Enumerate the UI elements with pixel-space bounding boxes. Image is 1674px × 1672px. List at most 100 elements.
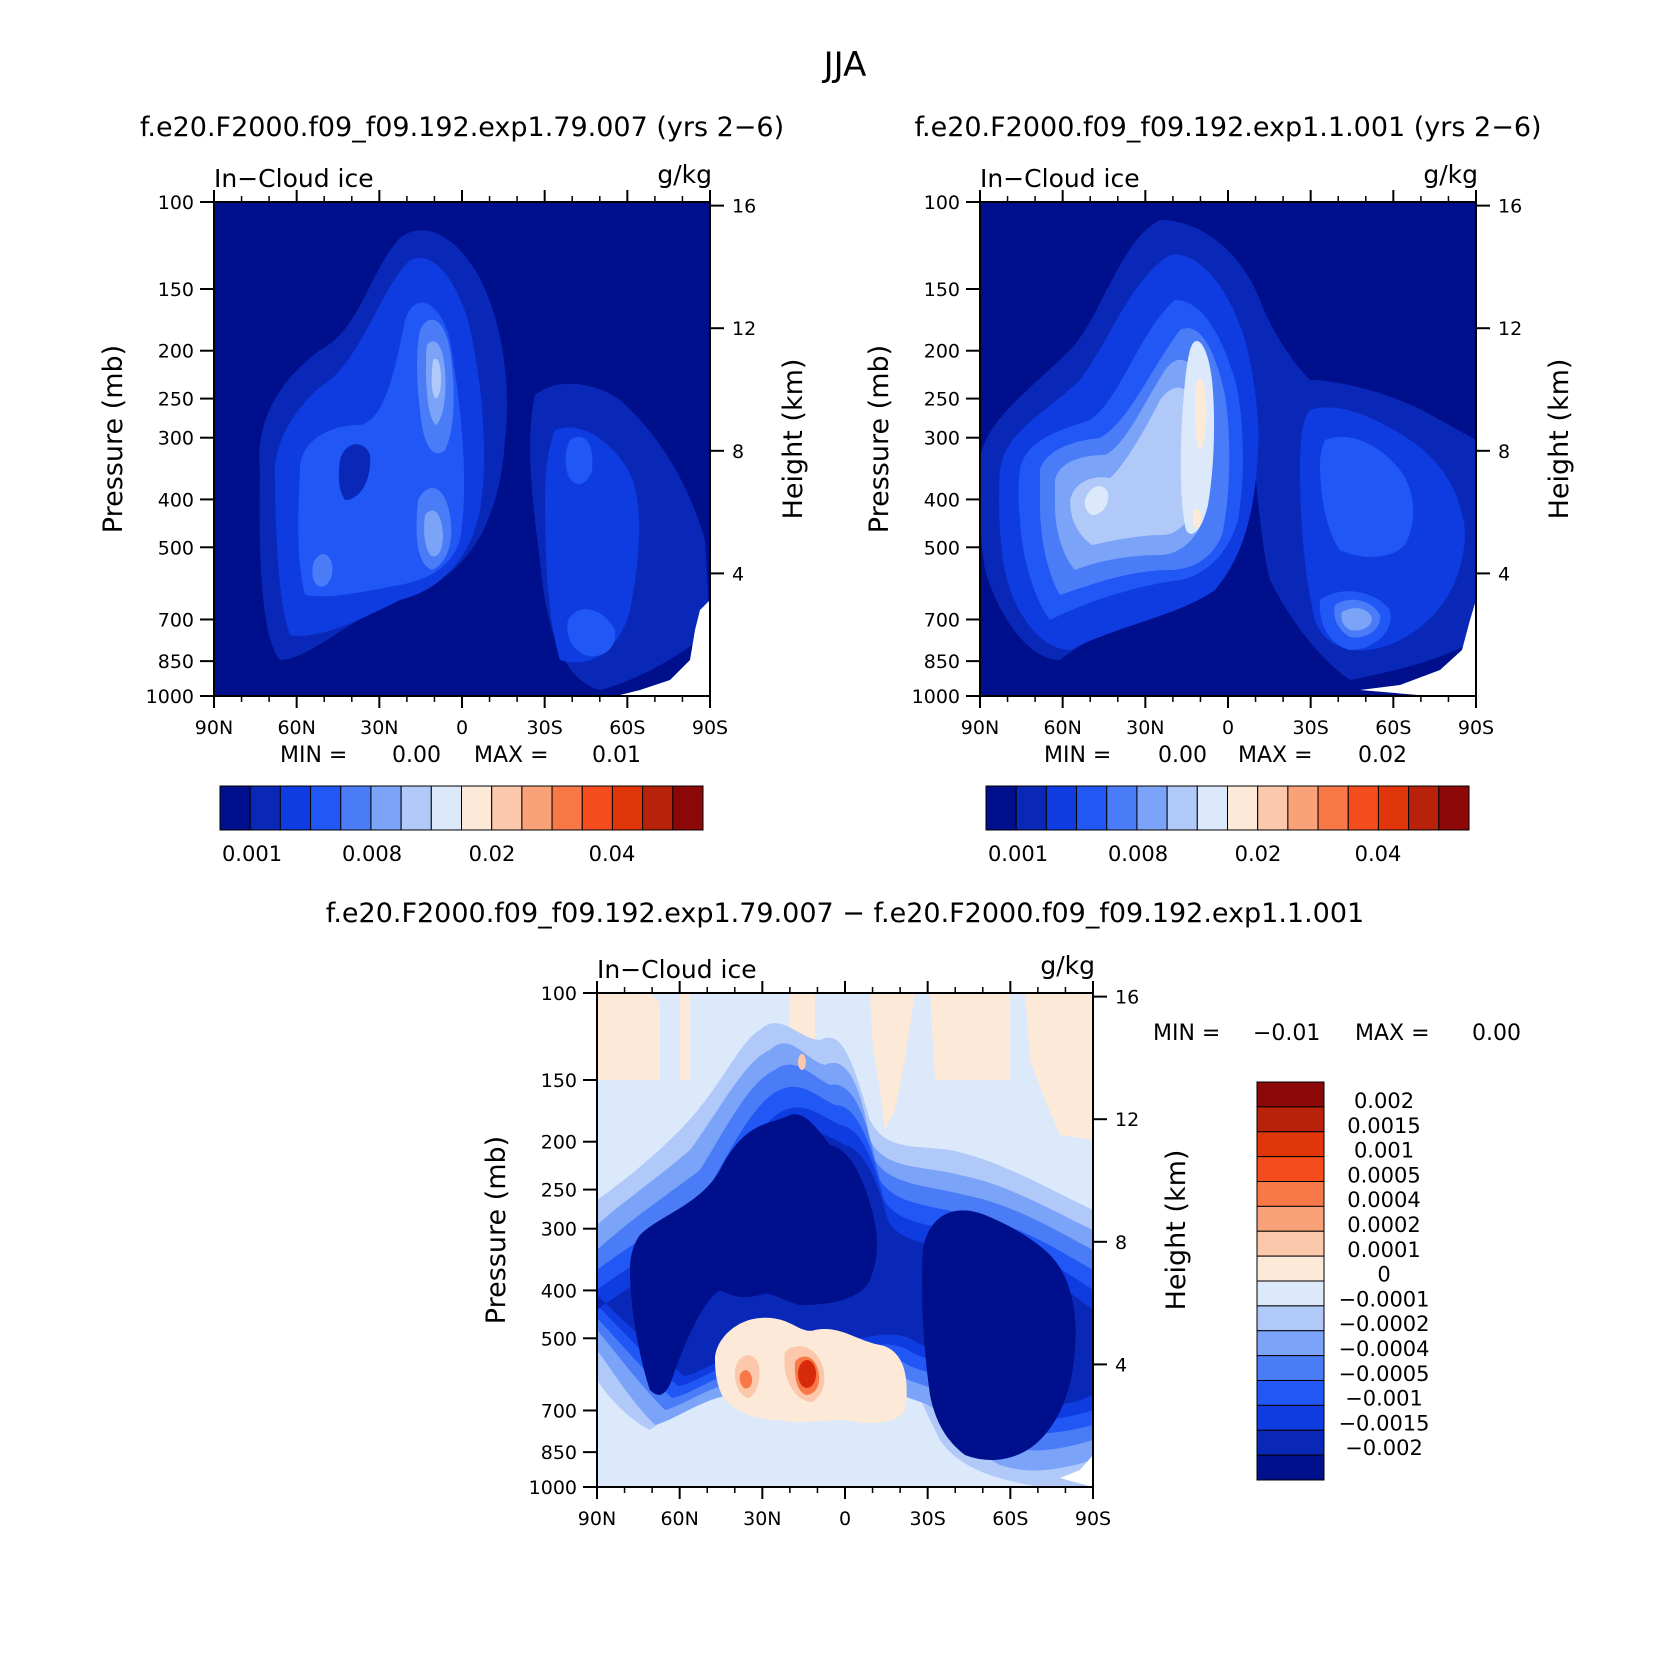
colorbar-1-swatch bbox=[581, 785, 613, 831]
panel-2-colorbar-label-2: 0.008 bbox=[1108, 842, 1168, 866]
panel-1-height-tick-label: 12 bbox=[732, 318, 756, 340]
panel-1-height-tick-label: 8 bbox=[732, 441, 744, 463]
panel-1-max-label: MAX = bbox=[474, 743, 549, 768]
colorbar-3-swatch bbox=[1256, 1230, 1325, 1257]
panel-2-y2-axis-title: Height (km) bbox=[1544, 359, 1575, 520]
panel-1-max-value: 0.01 bbox=[592, 743, 641, 768]
panel-3-positive-upper-right bbox=[1025, 993, 1093, 1140]
panel-1-pressure-tick-label: 850 bbox=[158, 651, 194, 673]
panel-2-height-tick-label: 16 bbox=[1498, 196, 1522, 218]
panel-3-field-label: In−Cloud ice bbox=[597, 955, 757, 984]
colorbar-2-swatch bbox=[1015, 785, 1047, 831]
panel-2-pressure-tick-label: 850 bbox=[924, 651, 960, 673]
colorbar-2-swatch bbox=[1196, 785, 1228, 831]
panel-1-pressure-tick-label: 500 bbox=[158, 537, 194, 559]
panel-2-lat-tick-label: 60S bbox=[1375, 717, 1411, 739]
colorbar-1-swatch bbox=[310, 785, 342, 831]
colorbar-1-swatch bbox=[672, 785, 704, 831]
panel-3-y-axis-title: Pressure (mb) bbox=[481, 1136, 512, 1324]
panel-1-contour-dark-patch bbox=[338, 444, 371, 500]
panel-1-pressure-tick-label: 100 bbox=[158, 192, 194, 214]
panel-3-negative-core-left bbox=[630, 1114, 878, 1395]
panel-1-colorbar-label-2: 0.008 bbox=[342, 842, 402, 866]
panel-1-contour-level-6 bbox=[431, 358, 441, 399]
panel-2-colorbar-label-4: 0.04 bbox=[1355, 842, 1402, 866]
panel-3-positive-level-3 bbox=[739, 1356, 820, 1395]
colorbar-3-swatch bbox=[1256, 1106, 1325, 1133]
panel-3-max-value: 0.00 bbox=[1472, 1021, 1521, 1046]
panel-1-y-axis-title: Pressure (mb) bbox=[98, 345, 129, 533]
panel-2-height-tick-label: 4 bbox=[1498, 563, 1510, 585]
colorbar-3-swatch bbox=[1256, 1330, 1325, 1357]
panel-2-pressure-tick-label: 500 bbox=[924, 537, 960, 559]
panel-3-height-tick-label: 4 bbox=[1115, 1354, 1127, 1376]
colorbar-2-swatch bbox=[1227, 785, 1259, 831]
panel-3-lat-tick-label: 0 bbox=[839, 1508, 851, 1530]
colorbar-3-swatch bbox=[1256, 1404, 1325, 1431]
panel-3-height-tick-label: 16 bbox=[1115, 987, 1139, 1009]
panel-3-pressure-tick-label: 300 bbox=[541, 1219, 577, 1241]
panel-2-units-label: g/kg bbox=[1423, 160, 1478, 189]
panel-2-lat-tick-label: 30N bbox=[1126, 717, 1164, 739]
panel-2-lat-tick-label: 90N bbox=[961, 717, 999, 739]
colorbar-2-swatch bbox=[1438, 785, 1470, 831]
panel-1-pressure-tick-label: 200 bbox=[158, 341, 194, 363]
panel-1-pressure-tick-label: 300 bbox=[158, 428, 194, 450]
panel-3-min-value: −0.01 bbox=[1253, 1021, 1320, 1046]
panel-2-ticks: 100 150 200 250 300 400 500 700 850 1000 16 12 8 4 90N… bbox=[864, 190, 1575, 739]
panel-3-pressure-tick-label: 100 bbox=[541, 983, 577, 1005]
colorbar-3-swatch bbox=[1256, 1355, 1325, 1381]
panel-1-lat-tick-label: 30S bbox=[527, 717, 563, 739]
panel-2-plot-area bbox=[980, 202, 1476, 696]
panel-1-colorbar: 0.001 0.008 0.02 0.04 bbox=[219, 785, 704, 866]
colorbar-3-swatch bbox=[1256, 1255, 1325, 1282]
panel-1-height-tick-label: 16 bbox=[732, 196, 756, 218]
colorbar-1-swatch bbox=[400, 785, 432, 831]
panel-3-colorbar-label: 0.001 bbox=[1354, 1139, 1414, 1163]
panel-3-colorbar-label: −0.0004 bbox=[1338, 1337, 1429, 1361]
panel-3-pressure-tick-label: 400 bbox=[541, 1280, 577, 1302]
panel-1-colorbar-label-3: 0.02 bbox=[469, 842, 516, 866]
colorbar-2-swatch bbox=[1408, 785, 1440, 831]
panel-3: f.e20.F2000.f09_f09.192.exp1.79.007 − f.… bbox=[326, 898, 1521, 1530]
panel-1-min-label: MIN = bbox=[280, 743, 347, 768]
panel-3-colorbar-label: 0.0001 bbox=[1347, 1238, 1420, 1262]
panel-2-lat-tick-label: 90S bbox=[1458, 717, 1494, 739]
panel-2-missing-ground bbox=[1360, 600, 1476, 696]
colorbar-2-swatch bbox=[1136, 785, 1168, 831]
panel-1-pressure-tick-label: 400 bbox=[158, 489, 194, 511]
panel-2-contour-level-5 bbox=[1055, 359, 1372, 631]
panel-3-plot-area bbox=[597, 993, 1093, 1487]
colorbar-3-swatch bbox=[1256, 1181, 1325, 1207]
panel-2-lat-tick-label: 0 bbox=[1222, 717, 1234, 739]
panel-3-lat-tick-label: 30N bbox=[743, 1508, 781, 1530]
colorbar-3-swatch bbox=[1256, 1205, 1325, 1232]
panel-2-height-tick-label: 8 bbox=[1498, 441, 1510, 463]
colorbar-2-swatch bbox=[985, 785, 1017, 831]
panel-3-lat-tick-label: 60N bbox=[660, 1508, 698, 1530]
panel-2-pressure-tick-label: 1000 bbox=[912, 686, 960, 708]
panel-3-lat-tick-label: 90S bbox=[1075, 1508, 1111, 1530]
panel-2-lat-tick-label: 60N bbox=[1043, 717, 1081, 739]
panel-1-lat-tick-label: 30N bbox=[360, 717, 398, 739]
panel-3-pressure-tick-label: 700 bbox=[541, 1400, 577, 1422]
panel-3-pressure-tick-label: 500 bbox=[541, 1328, 577, 1350]
panel-3-colorbar-label: −0.0005 bbox=[1338, 1362, 1429, 1386]
panel-3-missing-ground bbox=[1060, 1455, 1093, 1487]
panel-3-units-label: g/kg bbox=[1040, 951, 1095, 980]
panel-1-pressure-tick-label: 1000 bbox=[146, 686, 194, 708]
colorbar-1-swatch bbox=[279, 785, 312, 831]
figure-title: JJA bbox=[822, 45, 867, 85]
panel-1: f.e20.F2000.f09_f09.192.exp1.79.007 (yrs… bbox=[98, 112, 809, 866]
panel-1-contour-level-5 bbox=[424, 341, 446, 557]
panel-3-colorbar-label: 0.0005 bbox=[1347, 1163, 1420, 1187]
colorbar-2-swatch bbox=[1257, 785, 1289, 831]
colorbar-3-swatch bbox=[1256, 1156, 1325, 1182]
panel-2-height-tick-label: 12 bbox=[1498, 318, 1522, 340]
panel-3-pressure-tick-label: 1000 bbox=[529, 1477, 577, 1499]
panel-3-colorbar-label: 0 bbox=[1377, 1263, 1390, 1287]
panel-3-min-label: MIN = bbox=[1153, 1021, 1220, 1046]
panel-2: f.e20.F2000.f09_f09.192.exp1.1.001 (yrs … bbox=[864, 112, 1575, 866]
panel-1-colorbar-label-1: 0.001 bbox=[222, 842, 282, 866]
colorbar-1-swatch bbox=[642, 785, 674, 831]
